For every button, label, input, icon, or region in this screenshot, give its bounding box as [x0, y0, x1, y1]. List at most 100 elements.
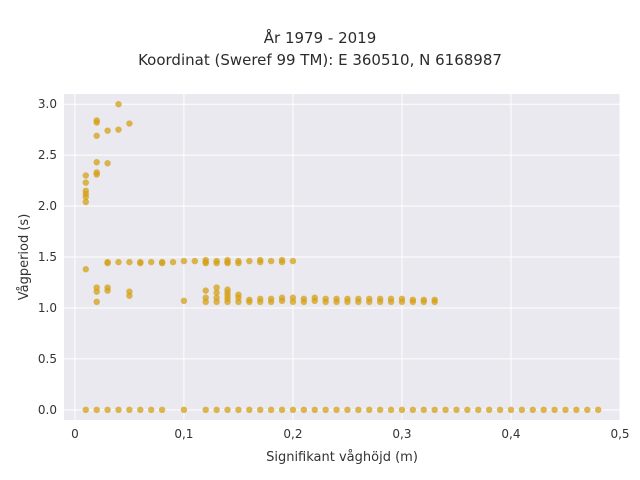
data-point: [387, 406, 395, 414]
data-point: [115, 100, 122, 108]
data-point: [137, 259, 144, 267]
data-point: [496, 406, 504, 414]
data-point: [82, 266, 90, 273]
data-point: [289, 406, 297, 414]
y-tick-label: 2.0: [38, 199, 57, 213]
data-point: [202, 287, 209, 294]
data-point: [300, 406, 308, 414]
data-point: [278, 297, 286, 305]
data-point: [191, 257, 199, 265]
data-point: [257, 406, 264, 414]
data-point: [82, 198, 90, 206]
data-point: [409, 406, 417, 414]
data-point: [562, 406, 569, 414]
y-tick-label: 1.5: [38, 250, 57, 264]
data-point: [104, 287, 111, 294]
data-point: [104, 259, 111, 267]
data-point: [366, 406, 373, 414]
y-tick-label: 3.0: [38, 97, 57, 111]
data-point: [180, 297, 188, 305]
data-point: [82, 406, 90, 414]
x-tick-label: 0,5: [610, 427, 629, 441]
data-point: [594, 406, 602, 414]
data-point: [278, 406, 286, 414]
data-point: [93, 132, 100, 139]
data-point: [453, 406, 460, 414]
y-tick-label: 0.0: [38, 403, 57, 417]
data-point: [387, 298, 395, 306]
data-point: [93, 159, 100, 166]
y-tick-label: 2.5: [38, 148, 57, 162]
data-point: [311, 406, 318, 414]
data-point: [485, 406, 493, 414]
data-point: [289, 257, 297, 265]
data-point: [355, 406, 362, 414]
data-point: [518, 406, 526, 414]
data-point: [93, 298, 100, 306]
data-point: [376, 406, 384, 414]
data-point: [93, 288, 100, 295]
x-tick-label: 0: [71, 427, 79, 441]
data-point: [126, 406, 133, 414]
data-point: [93, 406, 100, 414]
data-point: [246, 298, 253, 306]
data-point: [213, 289, 220, 296]
data-point: [267, 406, 275, 414]
y-axis-label: Vågperiod (s): [17, 214, 32, 301]
data-point: [224, 259, 231, 267]
data-point: [257, 298, 264, 306]
data-point: [551, 406, 558, 414]
data-point: [180, 257, 188, 265]
data-point: [278, 258, 286, 266]
data-point: [431, 406, 438, 414]
x-tick-label: 0,2: [283, 427, 302, 441]
data-point: [158, 259, 166, 267]
data-point: [202, 259, 209, 267]
y-tick-label: 1.0: [38, 301, 57, 315]
data-point: [224, 406, 231, 414]
data-point: [584, 406, 591, 414]
data-point: [126, 292, 133, 299]
data-point: [93, 171, 100, 178]
data-point: [540, 406, 547, 414]
chart-title: År 1979 - 2019: [263, 29, 377, 47]
data-point: [366, 298, 373, 306]
data-point: [344, 298, 351, 306]
data-point: [289, 298, 297, 306]
data-point: [398, 406, 406, 414]
data-point: [82, 172, 90, 179]
data-point: [246, 257, 253, 265]
data-point: [224, 298, 231, 306]
chart-subtitle: Koordinat (Sweref 99 TM): E 360510, N 61…: [138, 51, 502, 69]
data-point: [213, 259, 220, 267]
data-point: [333, 298, 340, 306]
data-point: [420, 406, 427, 414]
data-point: [104, 406, 111, 414]
data-point: [409, 298, 417, 306]
data-point: [235, 406, 242, 414]
data-point: [126, 258, 133, 266]
data-point: [169, 258, 177, 266]
data-point: [376, 298, 384, 306]
data-point: [137, 406, 144, 414]
data-point: [573, 406, 580, 414]
data-point: [300, 298, 308, 306]
x-tick-label: 0,1: [174, 427, 193, 441]
data-point: [115, 406, 122, 414]
data-point: [311, 297, 318, 305]
data-point: [235, 298, 242, 306]
data-point: [180, 406, 188, 414]
data-point: [398, 298, 406, 306]
data-point: [355, 298, 362, 306]
data-point: [148, 258, 155, 266]
data-point: [115, 126, 122, 133]
data-point: [529, 406, 536, 414]
x-axis-label: Signifikant våghöjd (m): [266, 450, 418, 465]
x-tick-label: 0,4: [501, 427, 520, 441]
data-point: [267, 257, 275, 265]
data-point: [213, 284, 220, 291]
data-point: [442, 406, 449, 414]
data-point: [464, 406, 471, 414]
y-tick-label: 0.5: [38, 352, 57, 366]
